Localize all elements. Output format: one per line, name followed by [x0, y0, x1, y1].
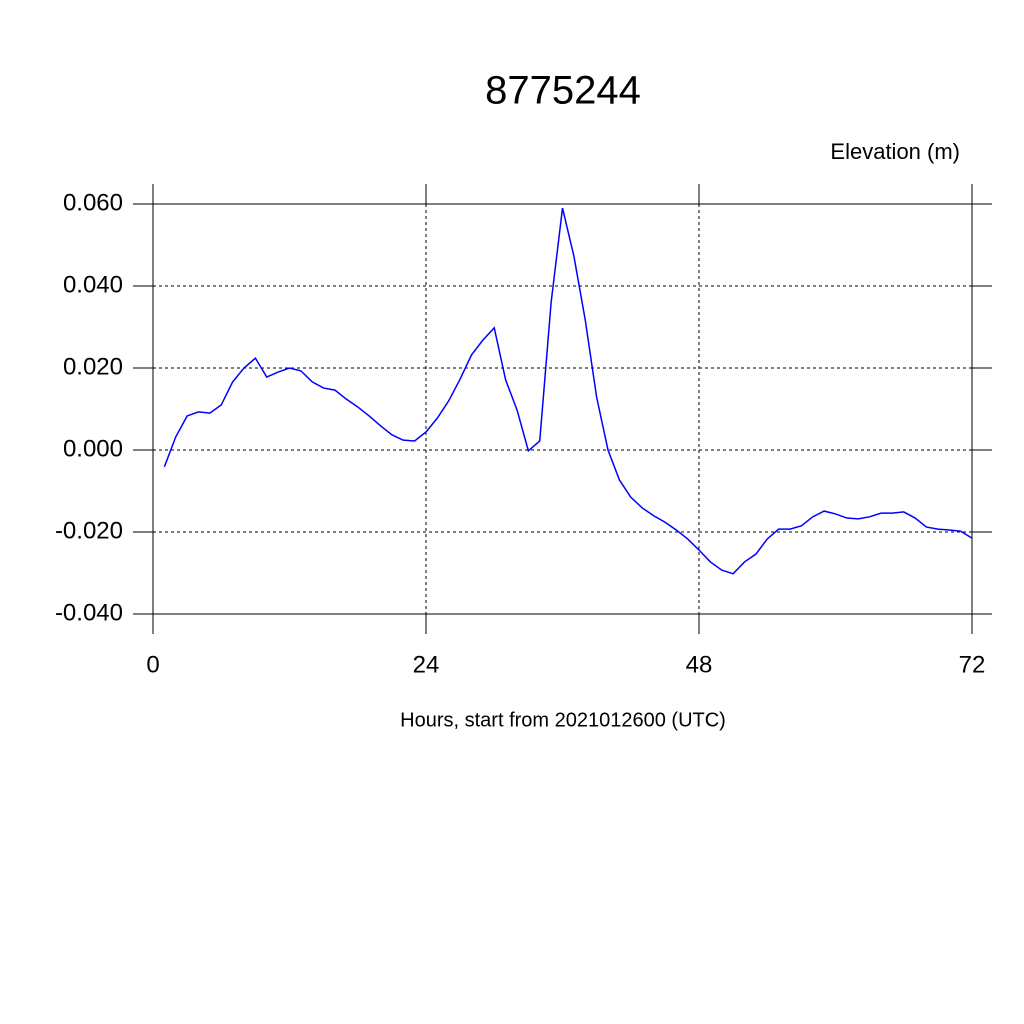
y-tick-label: 0.060 [63, 189, 123, 216]
plot-frame [152, 203, 973, 615]
chart-title: 8775244 [485, 69, 641, 113]
x-tick-label: 72 [959, 651, 986, 678]
x-tick-label: 24 [413, 651, 440, 678]
y-tick-label: 0.000 [63, 435, 123, 462]
y-tick-label: 0.020 [63, 353, 123, 380]
x-tick-label: 48 [686, 651, 713, 678]
y-tick-label: -0.040 [55, 599, 123, 626]
y-tick-label: 0.040 [63, 271, 123, 298]
x-axis-label: Hours, start from 2021012600 (UTC) [400, 709, 726, 731]
y-axis-label: Elevation (m) [830, 139, 960, 164]
data-line [163, 207, 973, 575]
y-tick-label: -0.020 [55, 517, 123, 544]
x-tick-label: 0 [146, 651, 159, 678]
